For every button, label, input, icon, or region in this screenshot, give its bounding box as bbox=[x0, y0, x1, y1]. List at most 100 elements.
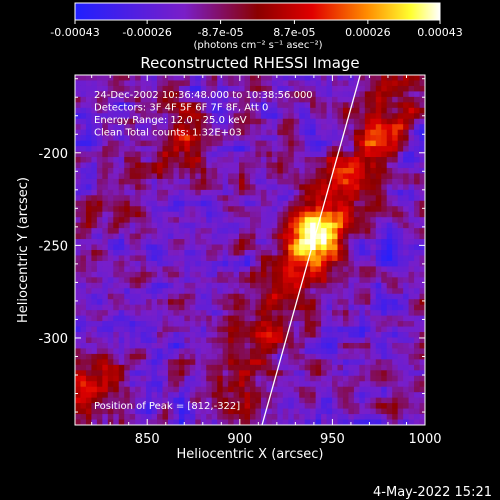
heatmap-cell bbox=[167, 304, 174, 311]
heatmap-cell bbox=[250, 151, 256, 158]
heatmap-cell bbox=[102, 211, 109, 218]
heatmap-cell bbox=[381, 113, 388, 120]
heatmap-cell bbox=[222, 162, 229, 169]
heatmap-cell bbox=[85, 178, 92, 185]
heatmap-cell bbox=[200, 266, 207, 273]
heatmap-cell bbox=[381, 315, 388, 322]
heatmap-cell bbox=[403, 375, 409, 382]
heatmap-cell bbox=[277, 250, 284, 256]
heatmap-cell bbox=[217, 102, 224, 109]
heatmap-cell bbox=[392, 370, 399, 377]
heatmap-cell bbox=[321, 364, 327, 371]
heatmap-cell bbox=[392, 337, 399, 344]
heatmap-cell bbox=[140, 271, 147, 278]
heatmap-cell bbox=[85, 370, 92, 377]
heatmap-cell bbox=[222, 200, 229, 207]
heatmap-cell bbox=[321, 107, 327, 114]
heatmap-cell bbox=[91, 162, 98, 169]
heatmap-cell bbox=[381, 239, 388, 245]
heatmap-cell bbox=[364, 233, 371, 240]
heatmap-cell bbox=[266, 206, 273, 213]
heatmap-cell bbox=[233, 151, 240, 158]
heatmap-cell bbox=[113, 288, 120, 295]
heatmap-cell bbox=[332, 107, 338, 114]
heatmap-cell bbox=[113, 178, 120, 185]
heatmap-cell bbox=[228, 195, 234, 202]
heatmap-cell bbox=[239, 315, 245, 322]
heatmap-cell bbox=[91, 386, 98, 393]
heatmap-cell bbox=[277, 167, 284, 174]
heatmap-cell bbox=[173, 75, 180, 81]
heatmap-cell bbox=[348, 118, 355, 125]
heatmap-cell bbox=[195, 102, 202, 109]
heatmap-cell bbox=[151, 140, 158, 147]
heatmap-cell bbox=[277, 195, 284, 202]
heatmap-cell bbox=[184, 233, 191, 240]
heatmap-cell bbox=[348, 370, 355, 377]
heatmap-cell bbox=[342, 162, 349, 169]
heatmap-cell bbox=[342, 419, 349, 425]
heatmap-cell bbox=[217, 233, 224, 240]
heatmap-cell bbox=[162, 173, 169, 180]
heatmap-cell bbox=[195, 277, 202, 284]
heatmap-cell bbox=[157, 96, 163, 103]
heatmap-cell bbox=[178, 195, 185, 202]
heatmap-cell bbox=[403, 206, 409, 213]
heatmap-cell bbox=[189, 206, 196, 213]
heatmap-cell bbox=[260, 102, 267, 109]
heatmap-cell bbox=[370, 173, 377, 180]
heatmap-cell bbox=[288, 381, 295, 388]
heatmap-cell bbox=[228, 282, 234, 289]
heatmap-cell bbox=[255, 135, 262, 142]
heatmap-cell bbox=[386, 419, 393, 425]
heatmap-cell bbox=[184, 397, 191, 404]
heatmap-cell bbox=[293, 260, 300, 267]
heatmap-cell bbox=[211, 337, 218, 344]
heatmap-cell bbox=[364, 162, 371, 169]
heatmap-cell bbox=[173, 299, 180, 306]
heatmap-cell bbox=[135, 260, 142, 267]
heatmap-cell bbox=[271, 403, 278, 409]
heatmap-cell bbox=[239, 419, 245, 425]
heatmap-cell bbox=[250, 321, 256, 327]
heatmap-cell bbox=[80, 178, 87, 185]
heatmap-cell bbox=[370, 211, 377, 218]
heatmap-cell bbox=[332, 288, 338, 295]
heatmap-cell bbox=[178, 217, 185, 224]
heatmap-cell bbox=[75, 348, 81, 355]
heatmap-cell bbox=[337, 250, 344, 256]
heatmap-cell bbox=[271, 140, 278, 147]
heatmap-cell bbox=[162, 255, 169, 262]
heatmap-cell bbox=[206, 337, 213, 344]
heatmap-cell bbox=[157, 228, 163, 234]
heatmap-cell bbox=[408, 304, 415, 311]
heatmap-cell bbox=[135, 288, 142, 295]
heatmap-cell bbox=[397, 200, 404, 207]
heatmap-cell bbox=[299, 403, 306, 409]
heatmap-cell bbox=[228, 408, 234, 415]
heatmap-cell bbox=[189, 419, 196, 425]
heatmap-cell bbox=[162, 310, 169, 317]
heatmap-cell bbox=[332, 348, 338, 355]
heatmap-cell bbox=[293, 102, 300, 109]
heatmap-cell bbox=[260, 167, 267, 174]
heatmap-cell bbox=[189, 321, 196, 327]
heatmap-cell bbox=[85, 206, 92, 213]
heatmap-cell bbox=[167, 162, 174, 169]
heatmap-cell bbox=[157, 299, 163, 306]
solar-limb-line bbox=[261, 75, 361, 425]
heatmap-cell bbox=[315, 189, 322, 196]
heatmap-cell bbox=[211, 403, 218, 409]
heatmap-cell bbox=[189, 113, 196, 120]
heatmap-cell bbox=[359, 206, 366, 213]
heatmap-cell bbox=[200, 288, 207, 295]
heatmap-cell bbox=[364, 337, 371, 344]
heatmap-cell bbox=[195, 255, 202, 262]
heatmap-cell bbox=[397, 124, 404, 131]
heatmap-cell bbox=[233, 178, 240, 185]
heatmap-cell bbox=[337, 266, 344, 273]
heatmap-cell bbox=[211, 271, 218, 278]
heatmap-cell bbox=[364, 408, 371, 415]
heatmap-cell bbox=[184, 315, 191, 322]
heatmap-cell bbox=[217, 189, 224, 196]
